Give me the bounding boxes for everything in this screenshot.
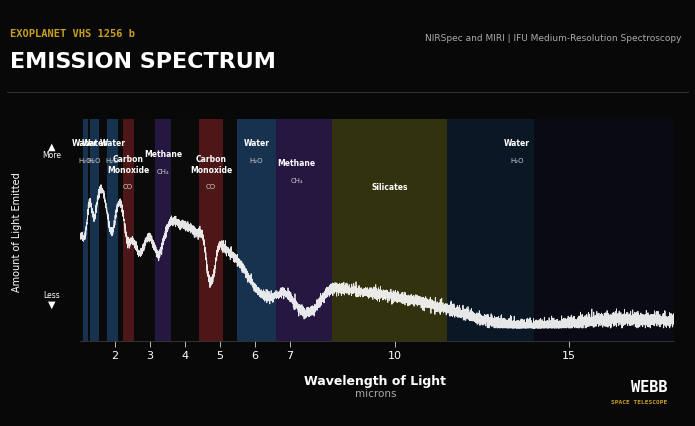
Text: H₂O: H₂O: [88, 158, 101, 164]
Text: SPACE TELESCOPE: SPACE TELESCOPE: [611, 400, 667, 405]
Text: Water: Water: [99, 139, 125, 148]
Text: Carbon
Monoxide: Carbon Monoxide: [190, 155, 232, 175]
Text: H₂O: H₂O: [250, 158, 263, 164]
Text: EXOPLANET VHS 1256 b: EXOPLANET VHS 1256 b: [10, 29, 136, 39]
Text: Wavelength of Light: Wavelength of Light: [304, 375, 446, 388]
Bar: [155, 119, 171, 341]
Bar: [447, 119, 534, 341]
Text: ▲: ▲: [49, 142, 56, 152]
Text: Water: Water: [81, 139, 108, 148]
Text: More: More: [42, 151, 62, 160]
Bar: [332, 119, 447, 341]
Text: H₂O: H₂O: [510, 158, 523, 164]
Text: Amount of Light Emitted: Amount of Light Emitted: [13, 172, 22, 292]
Text: H₂O: H₂O: [79, 158, 92, 164]
Text: NIRSpec and MIRI | IFU Medium-Resolution Spectroscopy: NIRSpec and MIRI | IFU Medium-Resolution…: [425, 34, 681, 43]
Bar: [122, 119, 134, 341]
Text: Silicates: Silicates: [371, 183, 407, 193]
Text: Carbon
Monoxide: Carbon Monoxide: [107, 155, 149, 175]
Bar: [107, 119, 117, 341]
Bar: [237, 119, 276, 341]
Text: Water: Water: [243, 139, 270, 148]
Text: CO: CO: [123, 184, 133, 190]
Text: CO: CO: [206, 184, 216, 190]
Text: H₂O: H₂O: [106, 158, 119, 164]
Text: EMISSION SPECTRUM: EMISSION SPECTRUM: [10, 52, 277, 72]
Text: Water: Water: [504, 139, 530, 148]
Text: Methane: Methane: [144, 150, 182, 159]
Bar: [534, 119, 674, 341]
Text: CH₄: CH₄: [157, 169, 170, 175]
Text: CH₄: CH₄: [291, 178, 303, 184]
Text: microns: microns: [354, 389, 396, 399]
Bar: [90, 119, 99, 341]
Text: Less: Less: [44, 291, 60, 300]
Text: Methane: Methane: [277, 159, 316, 168]
Bar: [199, 119, 223, 341]
Bar: [83, 119, 88, 341]
Text: ▼: ▼: [49, 299, 56, 310]
Bar: [276, 119, 332, 341]
Text: WEBB: WEBB: [630, 380, 667, 395]
Text: Water: Water: [72, 139, 98, 148]
